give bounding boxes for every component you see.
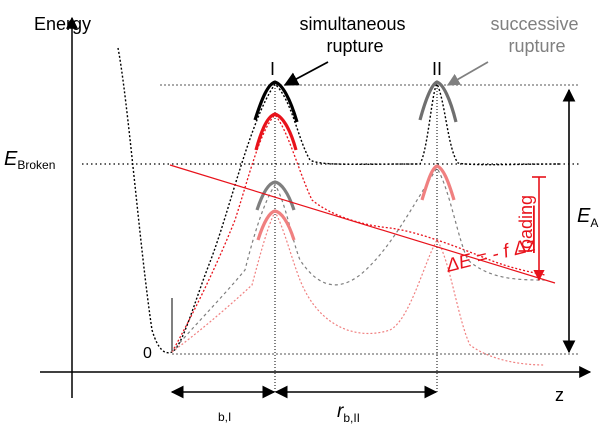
successive-curve-light-red: [171, 210, 546, 366]
simultaneous-callout-arrow: [283, 61, 329, 86]
loading-label: loading: [516, 195, 536, 253]
peak-one-label: I: [270, 59, 275, 79]
e-a-label: EA: [577, 205, 598, 230]
successive-peak-one-solid-light-red: [256, 209, 296, 241]
origin-label: 0: [143, 345, 152, 362]
loaded-peak-two-solid: [420, 164, 456, 201]
successive-callout-arrow: [446, 61, 489, 86]
force-line: [169, 164, 556, 284]
successive-curve-gray: [171, 166, 546, 353]
y-axis-label: Energy: [34, 14, 91, 34]
e-broken-label: EBroken: [4, 148, 55, 172]
peak-two-label: II: [432, 59, 442, 79]
unloaded-peak-two-solid: [418, 80, 458, 123]
loaded-peak-one-solid: [254, 112, 298, 151]
unloaded-peak-one-solid: [253, 80, 299, 123]
loaded-simultaneous-curve: [171, 114, 546, 353]
successive-peak-one-solid-gray: [255, 180, 296, 211]
successive-label: successive rupture: [490, 14, 583, 56]
simultaneous-label: simultaneous rupture: [299, 14, 410, 56]
unloaded-potential-curve: [117, 47, 561, 354]
x-axis-label: z: [555, 385, 564, 405]
rb2-label: rb,II: [337, 401, 360, 425]
rb1-label: b,I: [218, 410, 231, 424]
